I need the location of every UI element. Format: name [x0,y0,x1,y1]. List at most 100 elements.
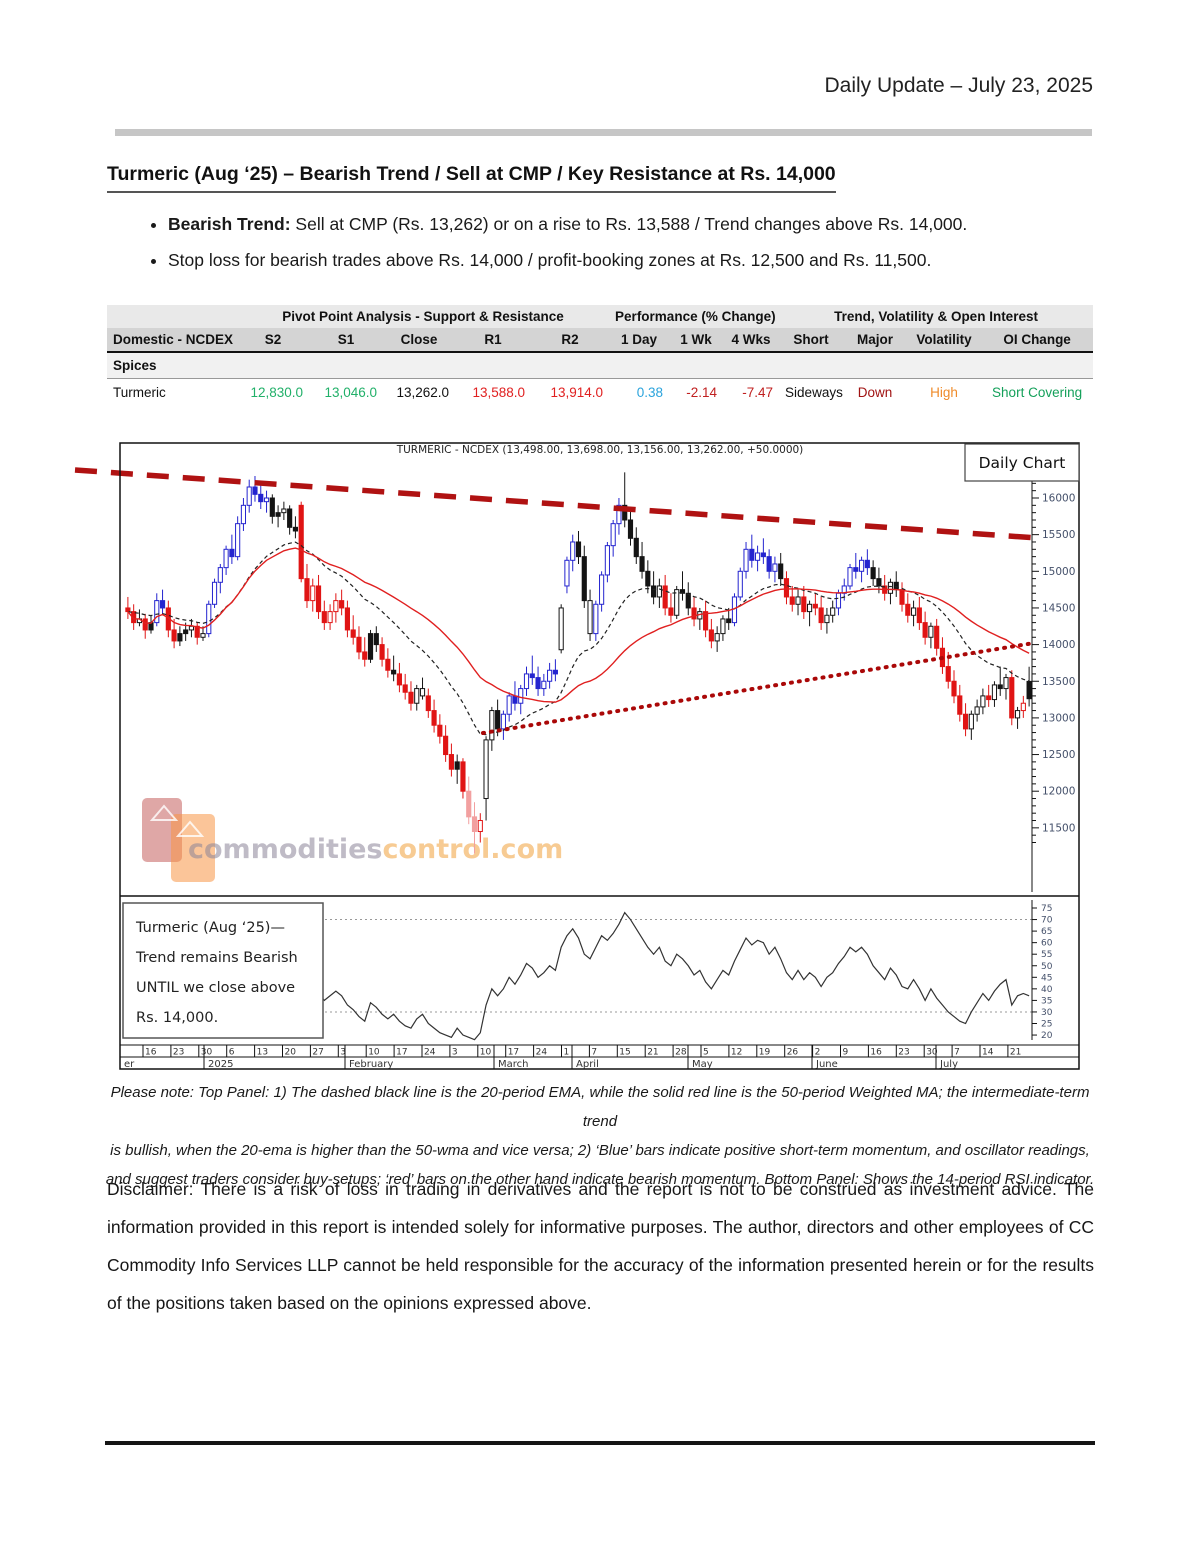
day-tick-label: 2 [815,1048,821,1058]
candle-body [627,519,634,539]
candle-body [853,567,859,572]
table-column-header: S2 [237,328,309,353]
day-tick-label: 26 [787,1048,799,1058]
candle-body [968,713,974,730]
table-row: Turmeric 12,830.0 13,046.0 13,262.0 13,588.0… [107,378,1094,406]
disclaimer-text: Disclaimer: There is a risk of loss in t… [107,1179,1094,1313]
candle-body [425,695,431,712]
table-group-header: Trend, Volatility & Open Interest [779,305,1094,328]
day-tick-label: 16 [145,1048,157,1058]
summary-bullets: Bearish Trend: Sell at CMP (Rs. 13,262) … [140,214,1118,286]
candle-body [645,570,651,587]
candle-body [760,552,766,558]
price-tick-label: 13500 [1042,676,1075,688]
candle-body [183,629,189,635]
table-cell: Turmeric [107,378,237,406]
table-column-header: R2 [531,328,610,353]
candle-body [726,618,732,624]
candle-body [240,504,247,525]
footer-rule [105,1441,1095,1445]
candle-body [685,592,691,609]
candle-body [1026,680,1032,700]
candle-body [575,541,582,558]
candle-body [154,600,160,624]
candle-body [656,585,662,598]
section-label: Spices [107,352,1094,379]
watermark-text: commoditiescontrol.com [188,834,563,865]
candle-body [772,563,778,572]
day-tick-label: 21 [1010,1048,1021,1058]
candle-body [893,581,899,591]
candle-body [379,644,385,660]
candle-body [564,559,570,587]
rsi-tick-label: 30 [1041,1008,1053,1018]
candle-body [639,556,645,572]
candle-body [1020,702,1026,712]
candle-body [298,504,304,580]
candle-body [766,556,772,572]
candle-body [818,607,824,624]
day-tick-label: 27 [312,1048,323,1058]
table-cell: Down [843,378,908,406]
rsi-tick-label: 60 [1041,939,1053,949]
table-column-header: OI Change [981,328,1094,353]
candle-body [194,625,200,638]
candle-body [755,552,761,561]
candle-body [495,710,501,730]
candle-body [789,596,795,605]
table-cell: Short Covering [981,378,1094,406]
annotation-line: Turmeric (Aug ‘25)— [135,920,285,936]
candle-body [200,633,206,638]
daily-chart: commoditiescontrol.com160001550015000145… [74,442,1080,1070]
candle-body [1009,677,1015,719]
day-tick-label: 13 [257,1048,268,1058]
candle-body [558,607,564,651]
table-cell: 12,830.0 [237,378,309,406]
candle-body [535,677,541,690]
candle-body [125,607,131,613]
day-tick-label: 7 [954,1048,960,1058]
candle-body [159,600,166,609]
candle-body [593,603,599,635]
candle-body [396,673,402,686]
candle-body [876,578,882,587]
table-section-row: Spices [107,352,1094,379]
table-cell: 0.38 [609,378,670,406]
annotation-box [122,902,324,1039]
candle-body [830,607,836,616]
candle-body [391,669,397,675]
candle-body [783,578,790,598]
candle-body [419,688,426,697]
candle-body [749,548,755,561]
candle-body [945,666,951,682]
ema20-line [127,541,1030,736]
candle-body [887,581,894,594]
candle-body [610,523,616,547]
candle-body [928,625,934,638]
rsi-tick-label: 65 [1041,927,1052,937]
rsi-tick-label: 35 [1041,996,1052,1006]
day-tick-label: 7 [591,1048,597,1058]
day-tick-label: 24 [424,1048,436,1058]
candle-body [304,578,310,602]
candle-body [651,585,657,598]
candle-body [402,684,408,693]
resistance-dashed [74,467,1038,541]
candle-body [801,596,807,613]
candle-body [962,713,969,730]
footnote-line: Please note: Top Panel: 1) The dashed bl… [110,1084,1090,1130]
candle-body [691,607,697,620]
candle-body [477,820,483,833]
rsi-tick-label: 50 [1041,962,1053,972]
candle-body [910,607,917,616]
price-tick-label: 11500 [1042,822,1075,834]
candle-body [310,585,316,602]
candle-body [385,658,391,671]
candle-body [414,688,420,704]
rsi-tick-label: 70 [1041,916,1053,926]
candle-body [356,636,362,653]
candle-body [362,651,368,660]
candle-body [957,695,963,715]
day-tick-label: 17 [508,1048,519,1058]
price-tick-label: 16000 [1042,493,1075,505]
